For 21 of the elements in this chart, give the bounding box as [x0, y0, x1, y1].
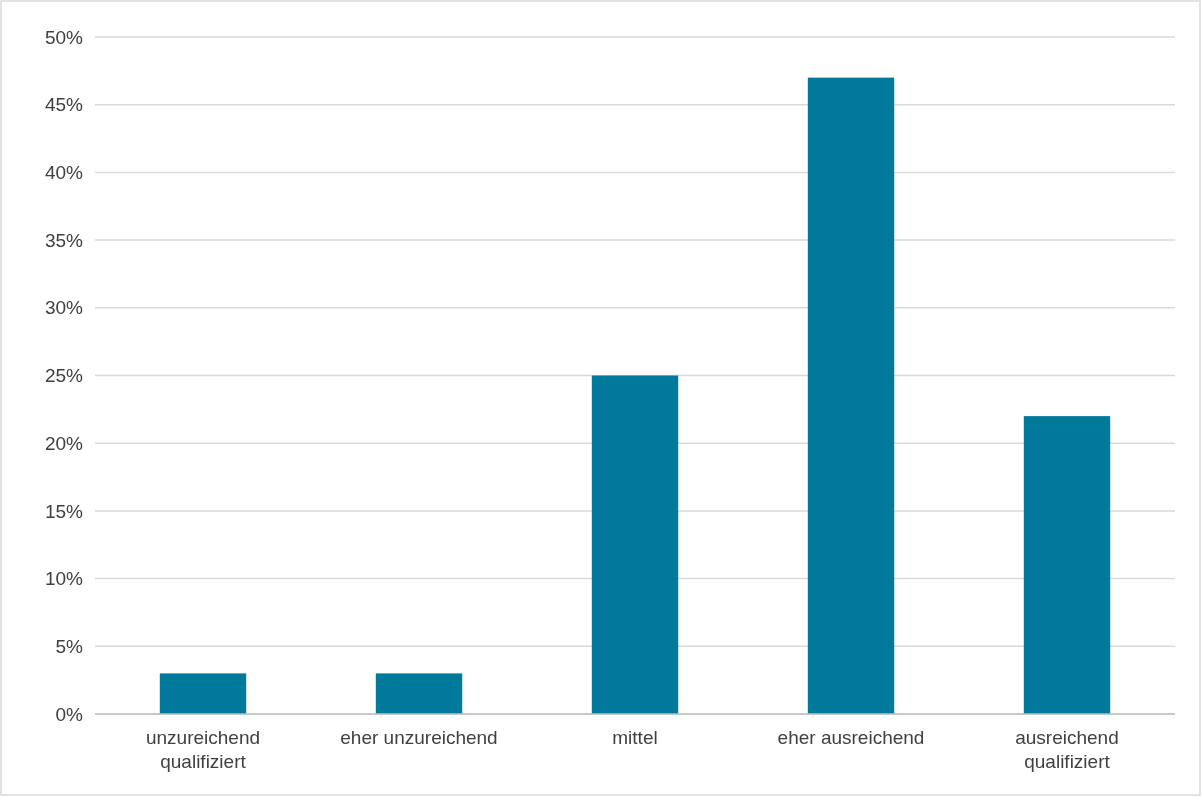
x-tick-label: unzureichend qualifiziert: [145, 727, 261, 772]
y-tick-label: 15%: [44, 500, 84, 522]
bar: [375, 673, 463, 714]
y-tick-label: 50%: [44, 26, 84, 48]
y-tick-label: 25%: [44, 365, 84, 387]
y-tick-label: 0%: [55, 703, 84, 725]
bar: [1023, 416, 1111, 714]
x-tick-label: mittel: [612, 727, 658, 748]
y-tick-label: 30%: [44, 297, 84, 319]
y-tick-label: 35%: [44, 229, 84, 251]
y-tick-label: 40%: [44, 162, 84, 184]
x-tick-label: ausreichend qualifiziert: [1015, 727, 1119, 772]
y-tick-label: 5%: [55, 635, 84, 657]
x-tick-label: eher ausreichend: [777, 727, 925, 748]
bar: [591, 375, 679, 714]
x-tick-label: eher unzureichend: [340, 727, 498, 748]
y-tick-label: 20%: [44, 432, 84, 454]
y-tick-label: 10%: [44, 568, 84, 590]
bar: [807, 77, 895, 714]
y-tick-label: 45%: [44, 94, 84, 116]
bar: [159, 673, 247, 714]
